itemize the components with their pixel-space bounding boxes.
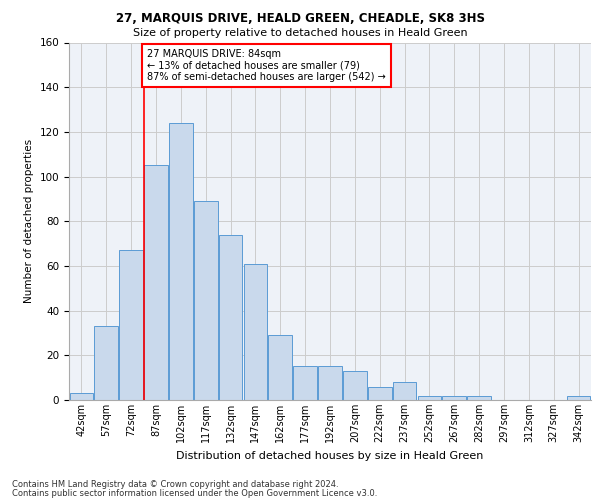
Bar	[368, 386, 392, 400]
Bar	[343, 371, 367, 400]
Bar	[293, 366, 317, 400]
Bar	[119, 250, 143, 400]
Y-axis label: Number of detached properties: Number of detached properties	[24, 139, 34, 304]
Text: 27 MARQUIS DRIVE: 84sqm
← 13% of detached houses are smaller (79)
87% of semi-de: 27 MARQUIS DRIVE: 84sqm ← 13% of detache…	[148, 49, 386, 82]
Bar	[244, 264, 267, 400]
Bar	[70, 394, 93, 400]
Bar	[418, 396, 441, 400]
Bar	[268, 335, 292, 400]
Text: Contains HM Land Registry data © Crown copyright and database right 2024.: Contains HM Land Registry data © Crown c…	[12, 480, 338, 489]
Bar	[144, 166, 168, 400]
Bar	[567, 396, 590, 400]
Bar	[194, 201, 218, 400]
X-axis label: Distribution of detached houses by size in Heald Green: Distribution of detached houses by size …	[176, 450, 484, 460]
Text: Contains public sector information licensed under the Open Government Licence v3: Contains public sector information licen…	[12, 489, 377, 498]
Bar	[393, 382, 416, 400]
Bar	[467, 396, 491, 400]
Bar	[219, 234, 242, 400]
Text: Size of property relative to detached houses in Heald Green: Size of property relative to detached ho…	[133, 28, 467, 38]
Bar	[318, 366, 342, 400]
Bar	[94, 326, 118, 400]
Text: 27, MARQUIS DRIVE, HEALD GREEN, CHEADLE, SK8 3HS: 27, MARQUIS DRIVE, HEALD GREEN, CHEADLE,…	[115, 12, 485, 26]
Bar	[442, 396, 466, 400]
Bar	[169, 123, 193, 400]
